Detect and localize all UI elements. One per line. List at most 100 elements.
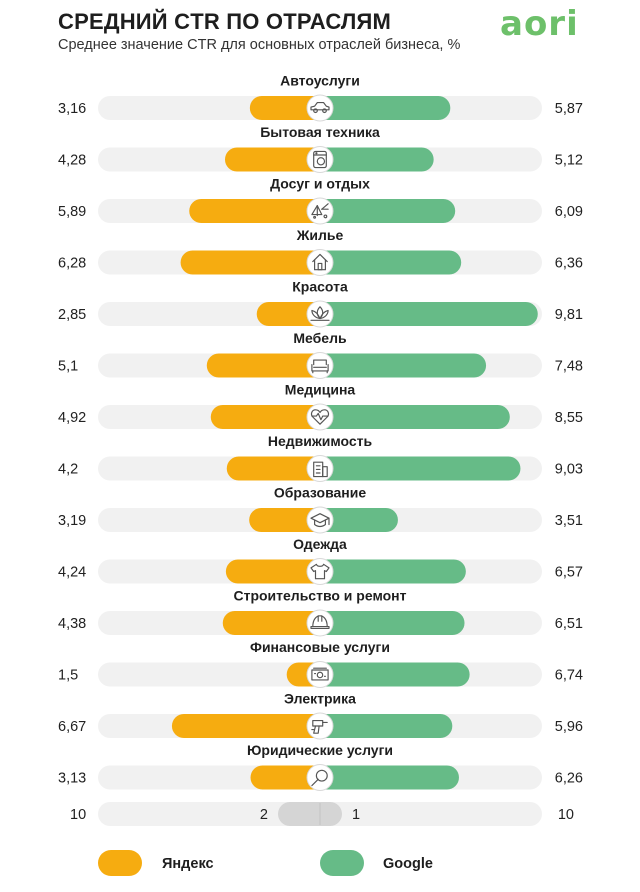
google-bar <box>308 96 451 120</box>
category-label: Образование <box>274 485 366 501</box>
yandex-bar <box>180 250 332 275</box>
google-bar <box>308 353 487 378</box>
category-label: Досуг и отдых <box>270 176 370 192</box>
scale-right-mid: 1 <box>352 807 360 823</box>
icon-badge <box>306 609 334 637</box>
google-value: 5,87 <box>555 101 583 117</box>
scale-right-max: 10 <box>558 807 574 823</box>
scale-handle[interactable] <box>278 802 342 826</box>
washing-machine-icon <box>313 150 327 169</box>
icon-badge <box>306 661 334 688</box>
yandex-value: 6,67 <box>58 719 86 735</box>
icon-badge <box>306 249 334 276</box>
yandex-bar <box>206 353 332 378</box>
scale-left-mid: 2 <box>260 807 268 823</box>
graduation-cap-icon <box>310 513 330 528</box>
google-value: 9,81 <box>555 307 583 323</box>
icon-badge <box>306 455 334 482</box>
hard-hat-icon <box>310 615 330 629</box>
house-icon <box>312 253 328 271</box>
google-value: 6,74 <box>555 667 583 683</box>
category-label: Электрика <box>284 691 356 707</box>
google-value: 6,57 <box>555 564 583 580</box>
google-bar <box>308 765 459 790</box>
yandex-value: 4,24 <box>58 564 86 580</box>
google-bar <box>308 199 456 223</box>
sofa-icon <box>311 359 329 374</box>
google-value: 7,48 <box>555 358 583 374</box>
legend-google-label: Google <box>383 856 433 872</box>
yandex-bar <box>210 405 332 429</box>
yandex-value: 2,85 <box>58 307 86 323</box>
yandex-value: 3,16 <box>58 101 86 117</box>
google-value: 9,03 <box>555 461 583 477</box>
google-bar <box>308 405 510 429</box>
legend-yandex-swatch <box>98 850 142 876</box>
page-subtitle: Среднее значение CTR для основных отрасл… <box>58 37 461 53</box>
google-bar <box>308 611 465 635</box>
tshirt-icon <box>310 563 330 580</box>
leisure-icon <box>311 203 329 219</box>
page-title: СРЕДНИЙ CTR ПО ОТРАСЛЯМ <box>58 9 392 34</box>
yandex-bar <box>224 147 332 172</box>
google-value: 5,12 <box>555 152 583 168</box>
legend-yandex-label: Яндекс <box>162 856 214 872</box>
yandex-bar <box>189 199 332 223</box>
yandex-value: 5,1 <box>58 358 78 374</box>
yandex-bar <box>171 714 332 738</box>
category-label: Жилье <box>296 227 344 243</box>
google-value: 6,09 <box>555 204 583 220</box>
yandex-value: 4,92 <box>58 410 86 426</box>
magnifier-icon <box>311 769 328 787</box>
car-icon <box>310 102 330 114</box>
google-value: 6,51 <box>555 616 583 632</box>
icon-badge <box>306 764 334 791</box>
category-label: Автоуслуги <box>280 73 360 89</box>
category-label: Юридические услуги <box>247 742 393 758</box>
icon-badge <box>306 94 334 122</box>
lotus-icon <box>310 306 330 321</box>
yandex-value: 6,28 <box>58 255 86 271</box>
category-label: Красота <box>292 279 348 295</box>
google-bar <box>308 456 521 481</box>
yandex-value: 3,19 <box>58 513 86 529</box>
google-bar <box>308 559 466 584</box>
icon-badge <box>306 146 334 173</box>
google-value: 3,51 <box>555 513 583 529</box>
legend-google-swatch <box>320 850 364 876</box>
yandex-value: 4,2 <box>58 461 78 477</box>
google-bar <box>308 147 434 172</box>
yandex-value: 3,13 <box>58 770 86 786</box>
scale-left-max: 10 <box>70 807 86 823</box>
category-label: Финансовые услуги <box>250 639 390 655</box>
google-value: 6,36 <box>555 255 583 271</box>
yandex-bar <box>226 456 332 481</box>
icon-badge <box>306 352 334 379</box>
building-icon <box>313 461 328 478</box>
yandex-value: 1,5 <box>58 667 78 683</box>
yandex-value: 5,89 <box>58 204 86 220</box>
drill-icon <box>311 720 328 734</box>
category-label: Мебель <box>293 330 347 346</box>
yandex-value: 4,28 <box>58 152 86 168</box>
google-bar <box>308 714 453 738</box>
icon-badge <box>306 300 334 328</box>
yandex-bar <box>222 611 332 635</box>
google-value: 5,96 <box>555 719 583 735</box>
google-bar <box>308 662 470 687</box>
google-value: 6,26 <box>555 770 583 786</box>
category-label: Недвижимость <box>268 433 373 449</box>
icon-badge <box>306 506 334 534</box>
icon-badge <box>306 558 334 585</box>
google-bar <box>308 250 462 275</box>
yandex-value: 4,38 <box>58 616 86 632</box>
category-label: Строительство и ремонт <box>233 588 406 604</box>
money-icon <box>311 667 329 681</box>
category-label: Бытовая техника <box>260 124 380 140</box>
google-value: 8,55 <box>555 410 583 426</box>
aori-logo: aori <box>500 4 579 44</box>
category-label: Одежда <box>293 536 347 552</box>
yandex-bar <box>225 559 332 584</box>
google-bar <box>308 302 538 326</box>
